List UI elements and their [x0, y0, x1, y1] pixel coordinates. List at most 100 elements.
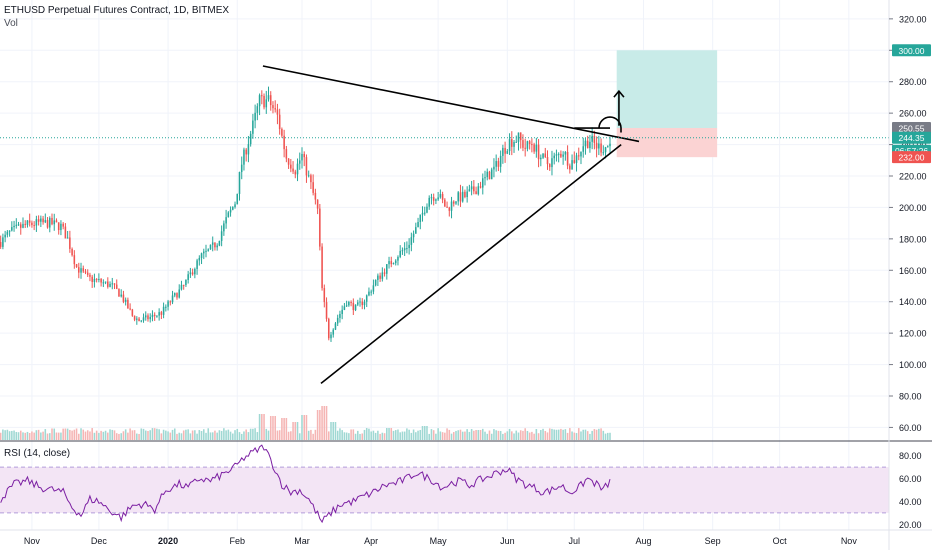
- candle-body: [133, 315, 136, 320]
- volume-bar: [98, 432, 100, 440]
- volume-bar: [450, 433, 453, 440]
- candle-body: [160, 312, 163, 315]
- volume-bar: [566, 432, 569, 440]
- candle-body: [435, 199, 437, 201]
- candle-body: [24, 223, 27, 225]
- symbol-title[interactable]: ETHUSD Perpetual Futures Contract, 1D, B…: [4, 5, 230, 16]
- candle-body: [202, 251, 205, 254]
- volume-bar: [502, 433, 504, 440]
- candle-body: [269, 95, 272, 106]
- candle-body: [127, 299, 129, 309]
- volume-bar: [57, 432, 60, 440]
- volume-bar: [113, 430, 116, 440]
- candle-body: [60, 223, 62, 231]
- volume-bar: [104, 430, 107, 440]
- volume-label[interactable]: Vol: [4, 18, 18, 29]
- candle-body: [354, 304, 357, 311]
- candle-body: [80, 268, 82, 273]
- volume-bar: [508, 428, 511, 440]
- volume-bar: [111, 429, 114, 440]
- volume-bar: [452, 432, 455, 440]
- volume-bar: [207, 428, 210, 440]
- candle-body: [310, 175, 312, 183]
- candle-body: [272, 105, 274, 109]
- rsi-band: [0, 467, 889, 513]
- volume-bar: [606, 432, 609, 440]
- volume-bar: [285, 418, 288, 440]
- candle-body: [236, 193, 239, 205]
- volume-bar: [216, 432, 218, 440]
- volume-bar: [31, 431, 33, 440]
- position-zones[interactable]: [616, 50, 718, 158]
- candle-body: [249, 133, 252, 145]
- candle-body: [156, 315, 158, 317]
- time-tick-label: Mar: [294, 536, 310, 546]
- candle-body: [225, 217, 227, 224]
- candle-body: [51, 217, 53, 225]
- candle-body: [147, 315, 149, 320]
- candle-body: [307, 175, 310, 177]
- volume-bar: [261, 414, 263, 440]
- volume-bar: [312, 433, 314, 440]
- time-tick-label: Nov: [24, 536, 41, 546]
- candle-body: [540, 157, 542, 160]
- grid-layer: [0, 0, 889, 530]
- volume-bar: [245, 429, 247, 440]
- volume-bar: [4, 430, 6, 440]
- candle-body: [254, 112, 256, 121]
- candle-body: [600, 143, 602, 153]
- candle-body: [78, 267, 80, 273]
- candle-body: [444, 199, 446, 207]
- volume-bar: [180, 433, 183, 440]
- volume-bar: [586, 431, 589, 440]
- volume-bar: [481, 428, 484, 440]
- volume-bar: [198, 430, 201, 440]
- time-tick-label: Aug: [635, 536, 651, 546]
- candle-body: [200, 253, 203, 258]
- candle-body: [256, 106, 259, 113]
- candle-body: [345, 305, 348, 307]
- drawings-layer[interactable]: [0, 65, 889, 385]
- candle-body: [377, 275, 379, 280]
- volume-bar: [343, 432, 346, 440]
- candle-body: [560, 153, 562, 157]
- candle-body: [593, 135, 596, 143]
- volume-bar: [477, 430, 480, 440]
- volume-bar: [397, 429, 399, 440]
- candle-body: [91, 276, 93, 282]
- volume-bar: [426, 426, 428, 440]
- volume-bar: [11, 430, 13, 440]
- volume-bar: [580, 431, 582, 440]
- volume-bar: [136, 433, 138, 440]
- candle-body: [261, 95, 263, 97]
- volume-bar: [531, 431, 533, 440]
- volume-bar: [185, 429, 187, 440]
- volume-bar: [149, 430, 151, 440]
- candle-body: [515, 141, 518, 143]
- candle-body: [8, 230, 11, 232]
- candle-body: [430, 197, 433, 199]
- volume-bar: [298, 433, 301, 440]
- candle-body: [573, 160, 576, 163]
- candle-body: [341, 309, 343, 314]
- volume-bar: [595, 429, 598, 440]
- volume-bar: [457, 430, 460, 440]
- volume-bar: [124, 429, 127, 440]
- candle-body: [421, 212, 424, 215]
- volume-bar: [392, 430, 395, 440]
- volume-bar: [555, 429, 558, 440]
- candle-body: [441, 194, 444, 200]
- rsi-label[interactable]: RSI (14, close): [4, 448, 71, 459]
- volume-bar: [205, 432, 207, 440]
- volume-bar: [265, 428, 268, 440]
- volume-bar: [564, 429, 567, 440]
- candle-body: [290, 164, 292, 169]
- candle-body: [84, 271, 87, 273]
- candle-body: [448, 207, 451, 211]
- last-price-badge-bg: [892, 131, 931, 144]
- candle-body: [399, 250, 401, 257]
- candle-body: [450, 201, 453, 211]
- candle-body: [522, 140, 524, 148]
- candle-body: [580, 151, 582, 157]
